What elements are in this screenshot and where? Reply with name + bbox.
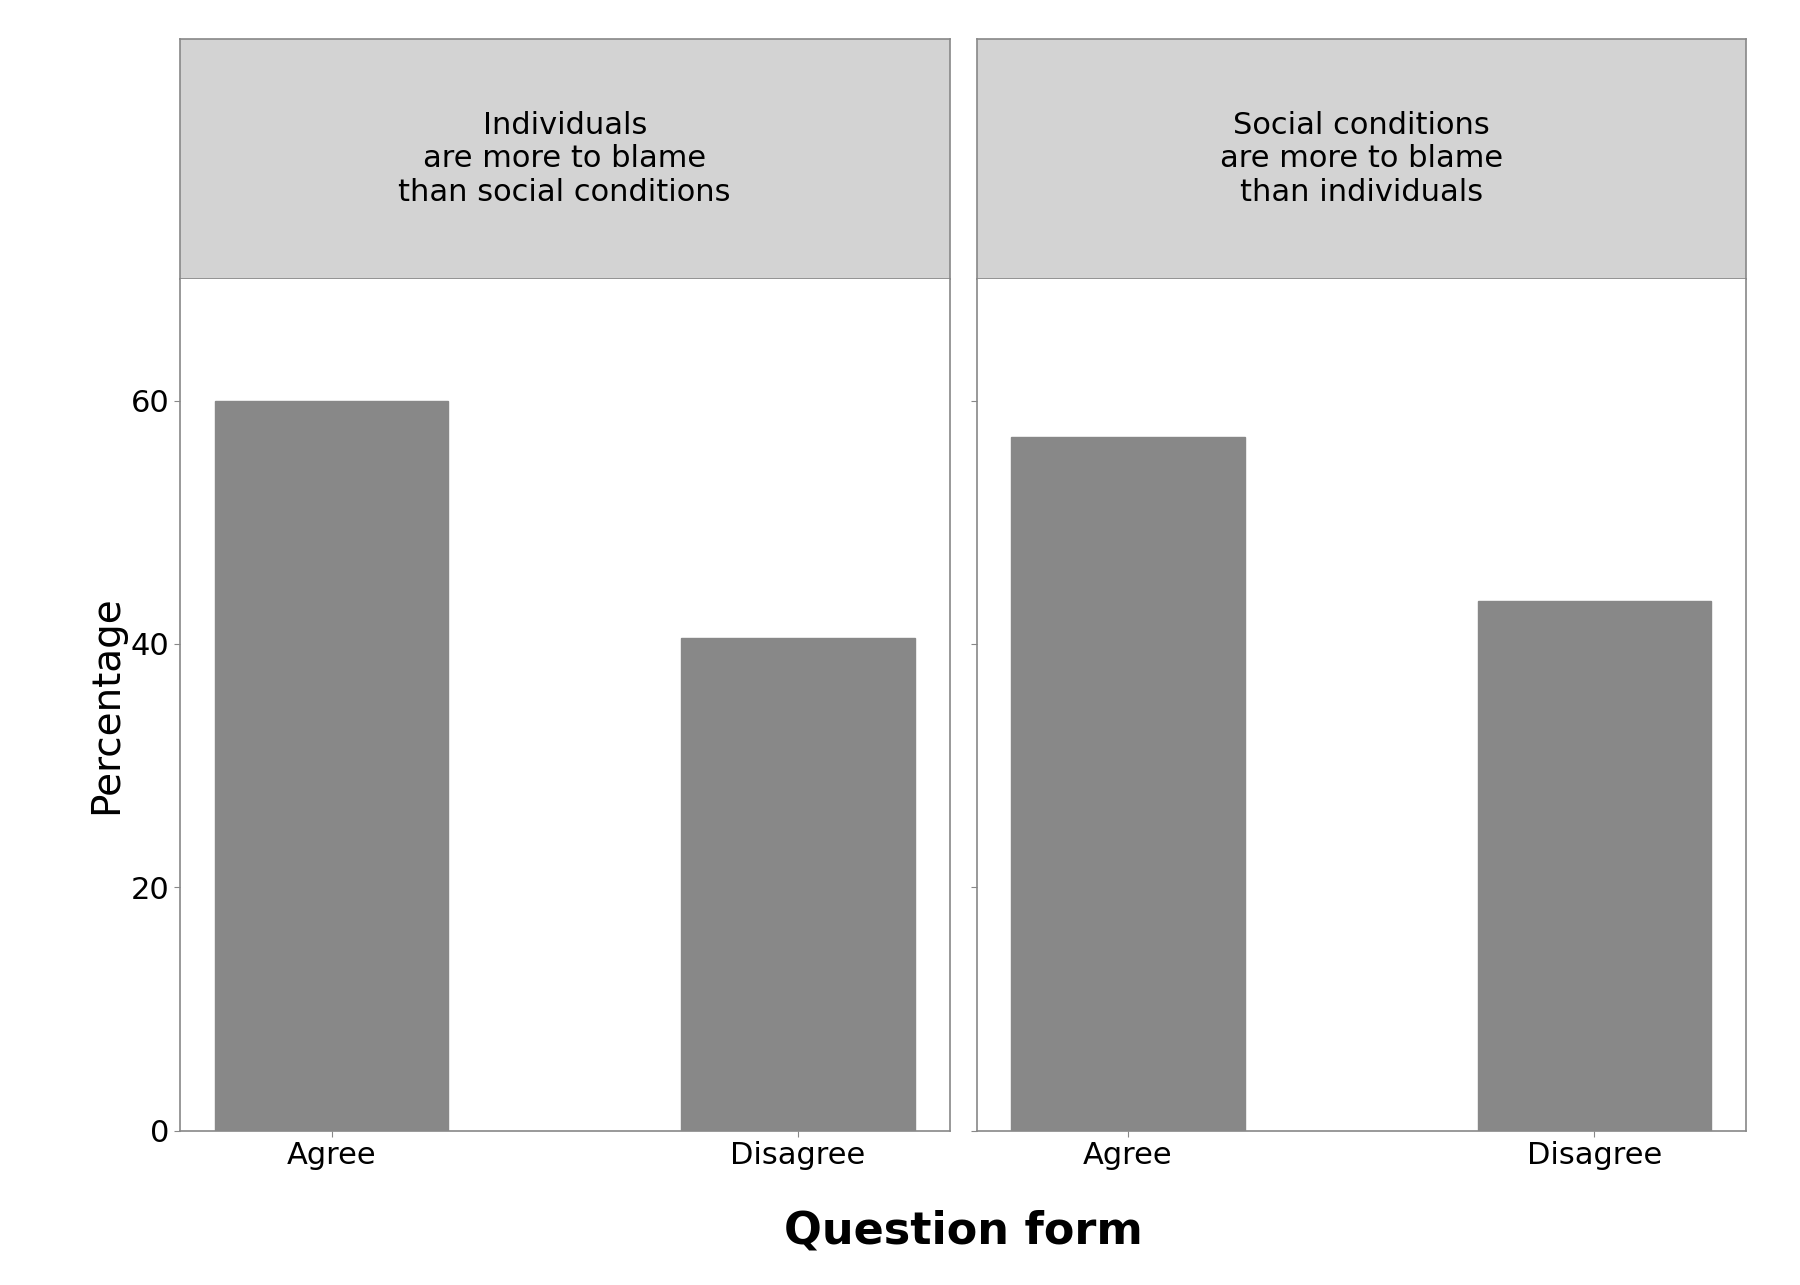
Text: Social conditions
are more to blame
than individuals: Social conditions are more to blame than… — [1220, 111, 1503, 207]
Bar — [1478, 601, 1712, 1131]
Bar — [682, 637, 914, 1131]
Text: Individuals
are more to blame
than social conditions: Individuals are more to blame than socia… — [398, 111, 731, 207]
Bar — [214, 401, 448, 1131]
Text: Question form: Question form — [783, 1210, 1143, 1253]
Bar — [1012, 437, 1244, 1131]
Y-axis label: Percentage: Percentage — [86, 595, 126, 815]
